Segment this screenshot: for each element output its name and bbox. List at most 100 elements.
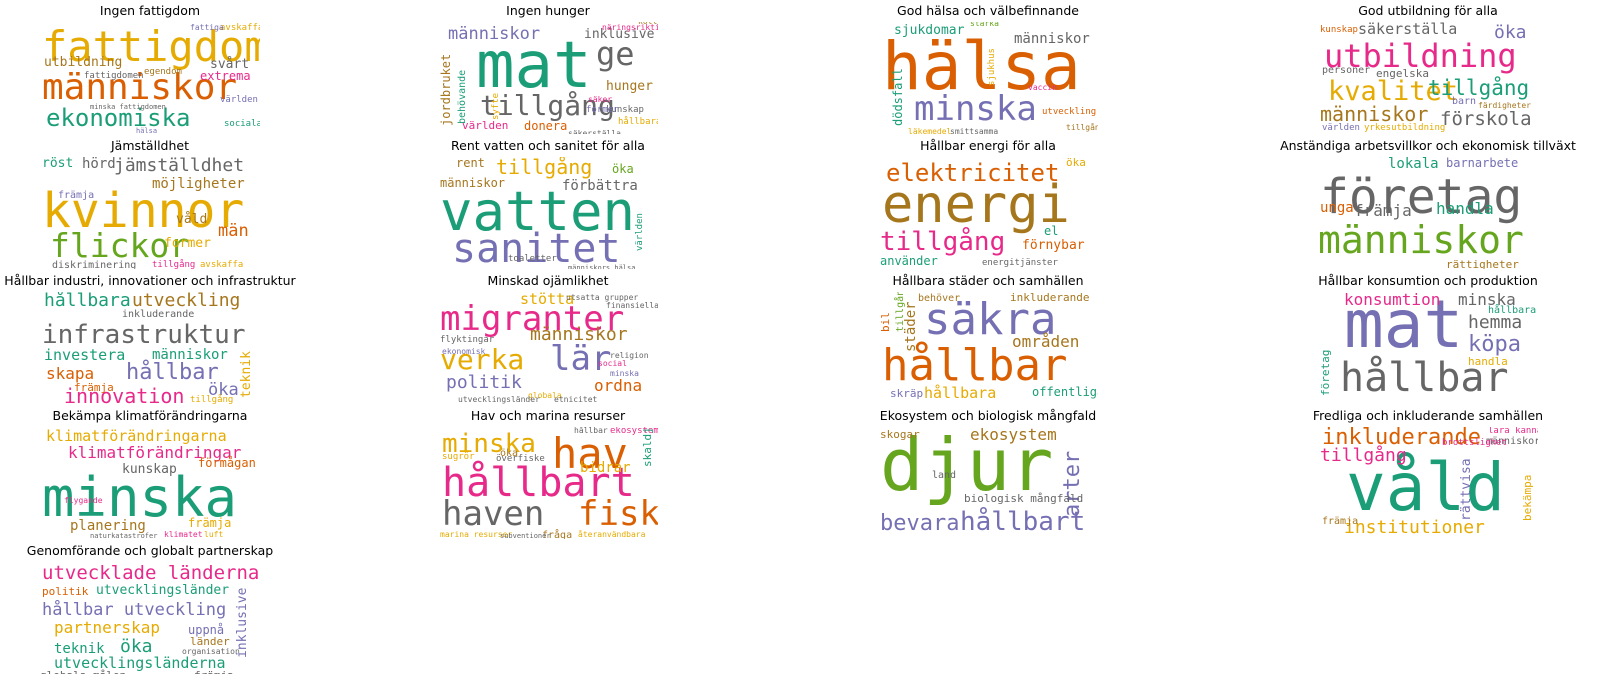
cloud-word: våld — [1346, 449, 1505, 526]
cloud-word: ge — [596, 35, 635, 73]
wordcloud-panel: Fredliga och inkluderande samhällen våld i… — [1278, 408, 1578, 540]
cloud-word: inkluderande — [122, 309, 195, 320]
cloud-word: egendom — [144, 67, 182, 77]
word-cloud: infrastruktur hållbara utveckling investera… — [40, 292, 260, 404]
cloud-word: avskaffa — [220, 23, 260, 33]
cloud-word: världen — [462, 119, 509, 132]
cloud-word: hav — [552, 429, 628, 478]
cloud-word: former — [164, 236, 211, 251]
cloud-word: kvalitet — [1328, 76, 1459, 107]
cloud-word: överfiske — [496, 454, 545, 464]
word-cloud: utbildning kvalitet tillgång människor försk… — [1318, 22, 1538, 134]
cloud-word: kunskap — [1320, 25, 1358, 35]
cloud-word: yrkesutbildning — [1364, 123, 1446, 133]
panel-title: Jämställdhet — [111, 138, 189, 153]
wordcloud-panel: Ekosystem och biologisk mångfald djur ekos… — [838, 408, 1138, 540]
cloud-word: använder — [880, 254, 938, 268]
cloud-word: personer — [1322, 65, 1371, 76]
wordcloud-panel: Hav och marina resurser hav hållbart haven f… — [398, 408, 698, 540]
cloud-word: inklusive — [584, 27, 655, 42]
cloud-word: syfte — [491, 92, 501, 120]
cloud-word: människor — [440, 176, 506, 190]
cloud-word: barn — [1452, 96, 1477, 107]
cloud-word: återanvändbara — [578, 530, 646, 539]
cloud-word: arter — [1060, 450, 1085, 517]
cloud-word: land — [932, 470, 957, 481]
cloud-word: människor — [1320, 102, 1429, 126]
cloud-word: sociala — [224, 119, 260, 129]
cloud-word: människor — [1014, 31, 1090, 47]
cloud-word: klimatförändringar — [68, 443, 242, 462]
cloud-word: människors hälsa — [568, 264, 636, 270]
cloud-word: extrema — [200, 69, 251, 83]
cloud-word: människor — [152, 347, 228, 363]
panel-title: Minskad ojämlikhet — [487, 273, 609, 288]
wordcloud-panel: Anständiga arbetsvillkor och ekonomisk t… — [1278, 138, 1578, 270]
cloud-word: våld — [176, 212, 208, 227]
cloud-word: bekämpa — [1521, 474, 1534, 521]
word-cloud: hav hållbart haven fisk minska bidrar sugrör öv… — [438, 427, 658, 539]
panel-title: Ingen fattigdom — [99, 3, 201, 18]
cloud-word: mat — [1344, 292, 1464, 363]
cloud-word: öka — [208, 380, 239, 400]
cloud-word: öka — [120, 636, 153, 657]
cloud-word: rättvisa — [1459, 458, 1474, 521]
cloud-word: utvecklingsländer — [458, 395, 540, 404]
cloud-word: innovation — [64, 384, 185, 404]
cloud-word: organisation — [182, 647, 240, 656]
cloud-word: handla — [1468, 355, 1508, 368]
cloud-word: länder — [190, 635, 230, 648]
cloud-word: energitjänster — [982, 258, 1058, 268]
cloud-word: rent — [456, 157, 485, 170]
cloud-word: smittsamma — [950, 127, 999, 135]
cloud-word: behövande — [457, 69, 468, 124]
cloud-word: naturkatastrofer — [90, 532, 158, 540]
cloud-word: ordna — [594, 376, 643, 395]
cloud-word: ekosystem — [610, 427, 658, 436]
panel-title: Rent vatten och sanitet för alla — [451, 138, 645, 153]
cloud-word: läkemedel — [908, 127, 952, 135]
cloud-word: fisk — [578, 494, 658, 534]
cloud-word: utbildning — [1324, 37, 1517, 75]
cloud-word: hunger — [606, 79, 653, 94]
cloud-word: behöver — [918, 293, 961, 304]
cloud-word: minska — [442, 429, 536, 459]
cloud-word: näringsriktig — [602, 23, 658, 32]
panel-title: Ingen hunger — [506, 3, 590, 18]
cloud-word: finansiella — [606, 301, 658, 310]
cloud-word: klimatförändringarna — [46, 427, 227, 445]
word-cloud: mat ge tillgång människor inklusive hunger vär… — [438, 22, 658, 134]
cloud-word: män — [218, 221, 249, 241]
cloud-word: hållbar — [1340, 355, 1509, 401]
cloud-word: öka — [1066, 157, 1086, 169]
cloud-word: migranter — [440, 299, 625, 339]
cloud-word: hållbar — [882, 340, 1068, 391]
cloud-word: stötta — [520, 292, 575, 308]
cloud-word: inklusive — [235, 587, 250, 658]
cloud-word: skapa — [46, 364, 95, 383]
cloud-word: koll — [638, 22, 657, 26]
cloud-word: biologisk mångfald — [964, 492, 1084, 505]
cloud-word: haven — [442, 494, 545, 534]
cloud-word: politik — [42, 585, 89, 598]
cloud-word: hållbara — [1488, 305, 1537, 316]
cloud-word: hälsa — [136, 127, 158, 135]
cloud-word: skogar — [880, 428, 920, 441]
cloud-word: unga — [1320, 200, 1354, 216]
panel-title: Hav och marina resurser — [470, 408, 626, 423]
cloud-word: engelska — [1376, 67, 1429, 80]
cloud-word: främja — [1322, 516, 1359, 527]
cloud-word: världen — [1322, 123, 1360, 133]
cloud-word: hållbart — [442, 460, 635, 506]
cloud-word: ekosystem — [970, 427, 1057, 444]
cloud-word: uppnå — [188, 623, 225, 637]
cloud-word: partnerskap — [54, 618, 160, 637]
cloud-word: hållbar — [126, 360, 219, 385]
cloud-word: världen — [220, 95, 258, 105]
cloud-word: tillgång — [496, 157, 593, 179]
cloud-word: förnybar — [1022, 238, 1085, 253]
cloud-word: företag — [1319, 349, 1332, 396]
cloud-word: energi — [882, 175, 1070, 235]
cloud-word: investera — [44, 346, 126, 364]
cloud-word: tillgång — [1066, 123, 1098, 132]
